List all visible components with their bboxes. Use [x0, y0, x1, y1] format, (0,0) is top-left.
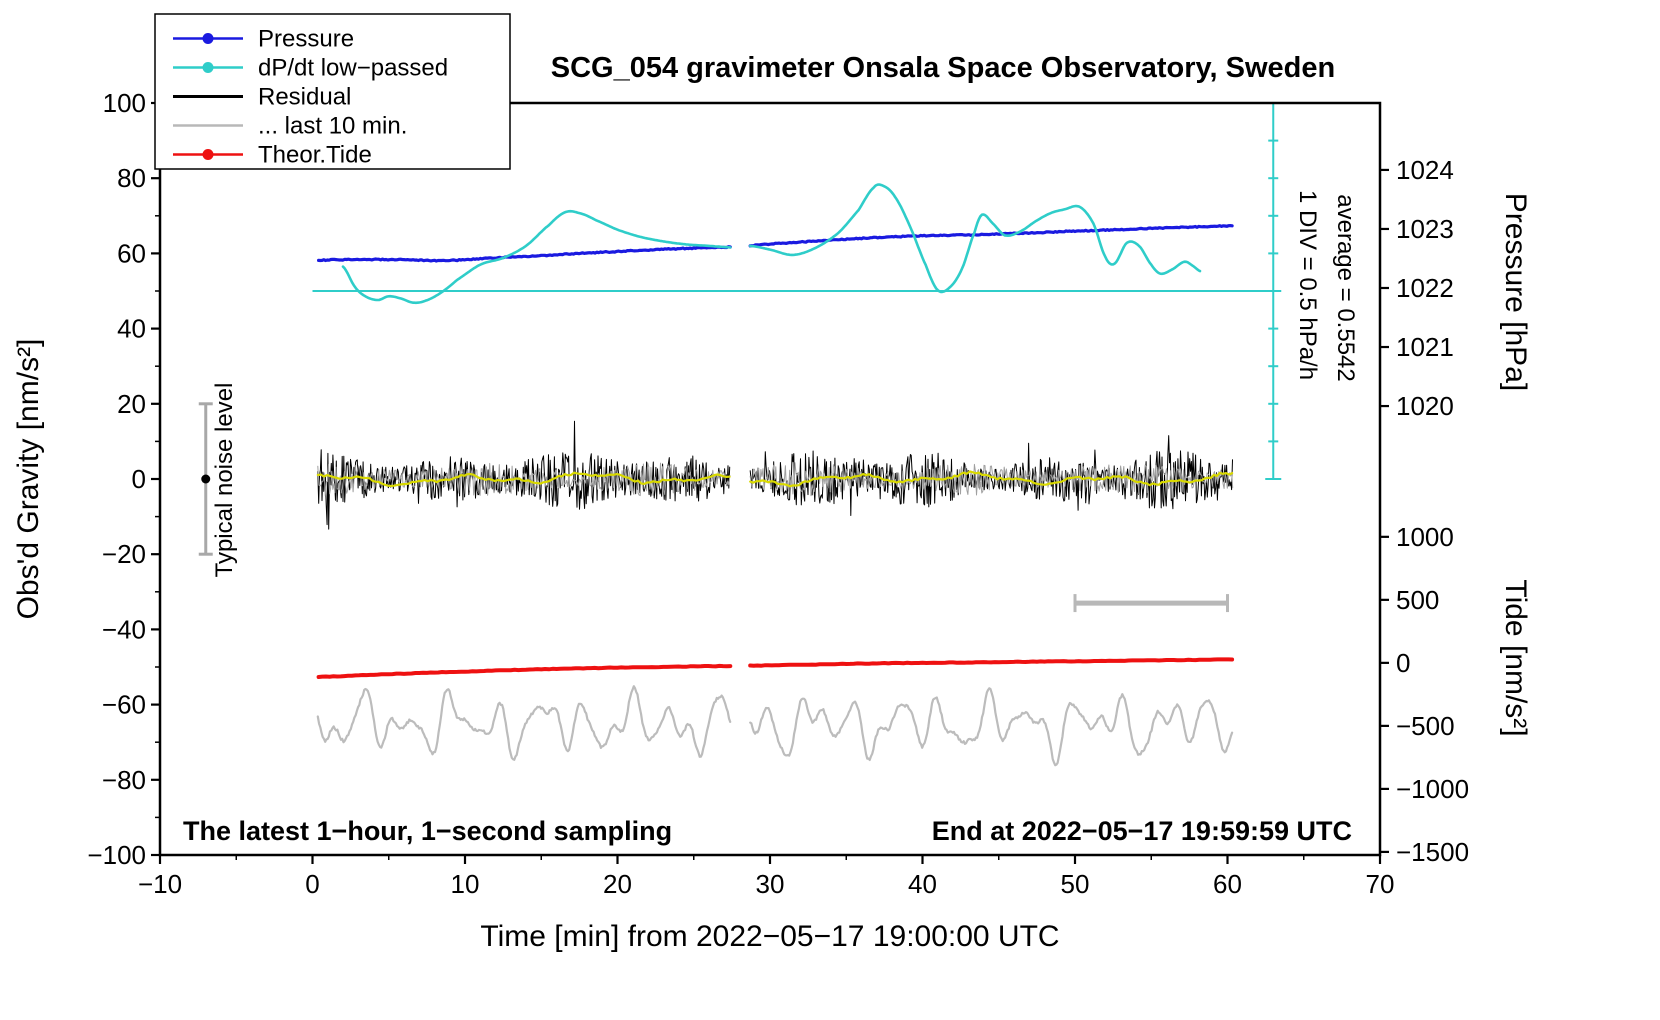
x-tick-label: 10	[451, 869, 480, 899]
x-tick-label: 20	[603, 869, 632, 899]
residual-smooth-line	[316, 471, 731, 488]
pressure-tick-label: 1023	[1396, 214, 1454, 244]
legend-item-theor-tide: Theor.Tide	[173, 142, 372, 169]
div-scale-note: 1 DIV = 0.5 hPa/h	[1294, 190, 1321, 380]
y-tick-label: 40	[117, 314, 146, 344]
legend-label: ... last 10 min.	[258, 113, 407, 140]
y-tick-label: 60	[117, 238, 146, 268]
legend-dot-marker	[202, 62, 214, 73]
legend-item--last-10-min-: ... last 10 min.	[173, 113, 407, 140]
y-tick-label: −40	[102, 614, 146, 644]
x-tick-label: 30	[756, 869, 785, 899]
y-tick-label: −20	[102, 539, 146, 569]
tide-tick-label: −1000	[1396, 774, 1469, 804]
pressure-tick-label: 1022	[1396, 273, 1454, 303]
dpdt-line	[748, 183, 1202, 294]
residual-smooth-line	[749, 470, 1234, 488]
pressure-tick-label: 1020	[1396, 391, 1454, 421]
tide-axis-title: Tide [nm/s²]	[1499, 579, 1532, 736]
legend-box	[154, 13, 511, 170]
gray-oscillation-line	[749, 687, 1234, 767]
y-tick-label: 100	[103, 88, 146, 118]
legend-label: Residual	[258, 84, 351, 111]
x-tick-label: −10	[138, 869, 182, 899]
legend-dot-marker	[202, 149, 214, 160]
x-axis-title: Time [min] from 2022−05−17 19:00:00 UTC	[480, 920, 1059, 953]
y-tick-label: −60	[102, 690, 146, 720]
end-time-note: End at 2022−05−17 19:59:59 UTC	[932, 816, 1352, 846]
y-tick-label: 0	[132, 464, 146, 494]
pressure-line	[317, 245, 732, 263]
tide-tick-label: −1500	[1396, 837, 1469, 867]
x-tick-label: 70	[1366, 869, 1395, 899]
y-tick-label: −80	[102, 765, 146, 795]
chart-title: SCG_054 gravimeter Onsala Space Observat…	[551, 52, 1335, 84]
residual-recent-trace	[749, 462, 1234, 497]
tide-tick-label: −500	[1396, 711, 1455, 741]
legend-dot-marker	[202, 33, 214, 44]
legend-label: Theor.Tide	[258, 142, 372, 169]
gray-oscillation-line	[316, 685, 732, 761]
theor-tide-line	[748, 657, 1235, 668]
theor-tide-line	[316, 663, 733, 679]
reference-marks	[198, 102, 1282, 613]
tide-tick-label: 1000	[1396, 522, 1454, 552]
x-tick-label: 40	[908, 869, 937, 899]
dpdt-line	[341, 209, 732, 305]
y-tick-label: 20	[117, 389, 146, 419]
average-note: average = 0.5542	[1332, 194, 1359, 382]
legend-label: Pressure	[258, 26, 354, 53]
y-tick-label: −100	[87, 840, 146, 870]
noise-level-dot	[201, 474, 211, 484]
sampling-note: The latest 1−hour, 1−second sampling	[183, 816, 672, 846]
tide-tick-label: 0	[1396, 648, 1410, 678]
x-tick-label: 0	[305, 869, 319, 899]
axes	[151, 101, 1389, 864]
typical-noise-note: Typical noise level	[211, 383, 238, 578]
legend-item-residual: Residual	[173, 84, 351, 111]
y-axis-title-left: Obs'd Gravity [nm/s²]	[12, 339, 45, 620]
pressure-tick-label: 1024	[1396, 155, 1454, 185]
legend-label: dP/dt low−passed	[258, 55, 448, 82]
legend-item-dp-dt-low-passed: dP/dt low−passed	[173, 55, 448, 82]
x-tick-label: 60	[1213, 869, 1242, 899]
pressure-axis-title: Pressure [hPa]	[1499, 193, 1532, 391]
x-tick-label: 50	[1061, 869, 1090, 899]
y-tick-label: 80	[117, 163, 146, 193]
tide-tick-label: 500	[1396, 585, 1439, 615]
residual-recent-trace	[317, 462, 731, 497]
pressure-tick-label: 1021	[1396, 332, 1454, 362]
legend-item-pressure: Pressure	[173, 26, 354, 53]
